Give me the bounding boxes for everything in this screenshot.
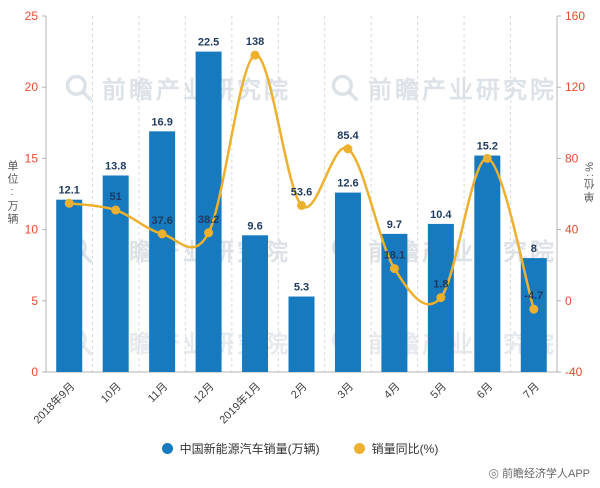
bar-value-label: 9.7 <box>387 219 402 231</box>
bar-value-label: 16.9 <box>151 116 172 128</box>
bar <box>56 199 83 372</box>
line-point <box>343 144 353 154</box>
credit-text: 前瞻经济学人APP <box>501 468 590 480</box>
line-value-label: -4.7 <box>524 290 543 302</box>
line-point <box>436 293 446 303</box>
sales-legend-label: 中国新能源汽车销量(万辆) <box>179 442 320 456</box>
bar-value-label: 12.1 <box>59 185 80 197</box>
bar-value-label: 13.8 <box>105 160 126 172</box>
line-series <box>69 53 535 310</box>
line-point <box>111 205 121 215</box>
left-axis-title: 单位:万辆 <box>6 160 18 226</box>
line-value-label: 38.2 <box>198 214 219 226</box>
x-axis-label: 6月 <box>475 381 496 402</box>
line-value-label: 1.8 <box>433 279 448 291</box>
bar <box>381 233 408 372</box>
bar <box>474 155 501 372</box>
right-axis-tick-label: 80 <box>565 151 579 165</box>
bar-value-label: 9.6 <box>247 220 262 232</box>
right-axis-tick-label: 0 <box>565 294 572 308</box>
bar-value-label: 12.6 <box>337 178 358 190</box>
line-value-label: 53.6 <box>291 186 312 198</box>
app-logo-icon: ◎ <box>488 466 499 480</box>
x-axis-label: 11月 <box>146 381 170 405</box>
legend-item-sales: 中国新能源汽车销量(万辆) <box>161 440 320 457</box>
bar <box>288 296 315 372</box>
right-axis-tick-label: 120 <box>565 80 585 94</box>
sales-legend-marker-icon <box>161 443 173 454</box>
left-axis-tick-label: 20 <box>25 80 39 94</box>
bar-value-label: 15.2 <box>477 141 498 153</box>
line-value-label: 138 <box>246 36 264 48</box>
line-point <box>204 228 214 238</box>
line-point <box>250 50 260 60</box>
right-axis-tick-label: -40 <box>565 365 583 379</box>
bar <box>102 175 129 372</box>
left-axis-tick-label: 5 <box>31 294 38 308</box>
source-credit: ◎ 前瞻经济学人APP <box>489 465 591 481</box>
x-axis-label: 2月 <box>289 381 310 402</box>
line-value-label: 85.4 <box>337 130 359 142</box>
line-point <box>529 304 539 314</box>
x-axis-label: 5月 <box>428 381 449 402</box>
bar-value-label: 10.4 <box>430 209 452 221</box>
legend: 中国新能源汽车销量(万辆) 销量同比(%) <box>0 440 600 457</box>
line-value-label: 37.6 <box>151 215 172 227</box>
x-axis-label: 10月 <box>99 381 124 406</box>
right-axis-tick-label: 40 <box>565 223 579 237</box>
left-axis-tick-label: 15 <box>25 151 39 165</box>
bar <box>334 192 361 372</box>
right-axis-title: 单位:% <box>584 160 596 203</box>
line-point <box>157 229 167 239</box>
line-value-label: 51 <box>110 191 122 203</box>
bar-value-label: 5.3 <box>294 282 309 294</box>
bar <box>195 51 222 372</box>
yoy-legend-marker-icon <box>353 443 365 454</box>
line-point <box>389 264 399 274</box>
yoy-legend-label: 销量同比(%) <box>371 442 439 456</box>
line-point <box>482 153 492 163</box>
left-axis-tick-label: 0 <box>31 365 38 379</box>
bar-value-label: 22.5 <box>198 37 219 49</box>
left-axis-tick-label: 10 <box>25 223 39 237</box>
bar-value-label: 8 <box>531 243 537 255</box>
line-point <box>64 198 74 208</box>
x-axis-label: 12月 <box>192 381 217 406</box>
x-axis-label: 2019年1月 <box>216 379 263 426</box>
line-point <box>297 200 306 210</box>
left-axis-tick-label: 25 <box>25 9 39 23</box>
combo-chart: 0 5 10 15 20 25 -40 0 40 80 120 160 2018年9月 10月 11月 12月… <box>25 9 586 426</box>
x-axis-label: 3月 <box>335 381 356 402</box>
bar <box>242 235 269 372</box>
legend-item-yoy: 销量同比(%) <box>353 440 439 457</box>
right-axis-tick-label: 160 <box>565 9 585 23</box>
x-axis-label: 4月 <box>382 381 403 402</box>
x-axis-label: 2018年9月 <box>30 379 77 426</box>
x-axis-label: 7月 <box>521 381 542 402</box>
bar <box>149 131 176 372</box>
line-value-label: 18.1 <box>384 250 405 262</box>
